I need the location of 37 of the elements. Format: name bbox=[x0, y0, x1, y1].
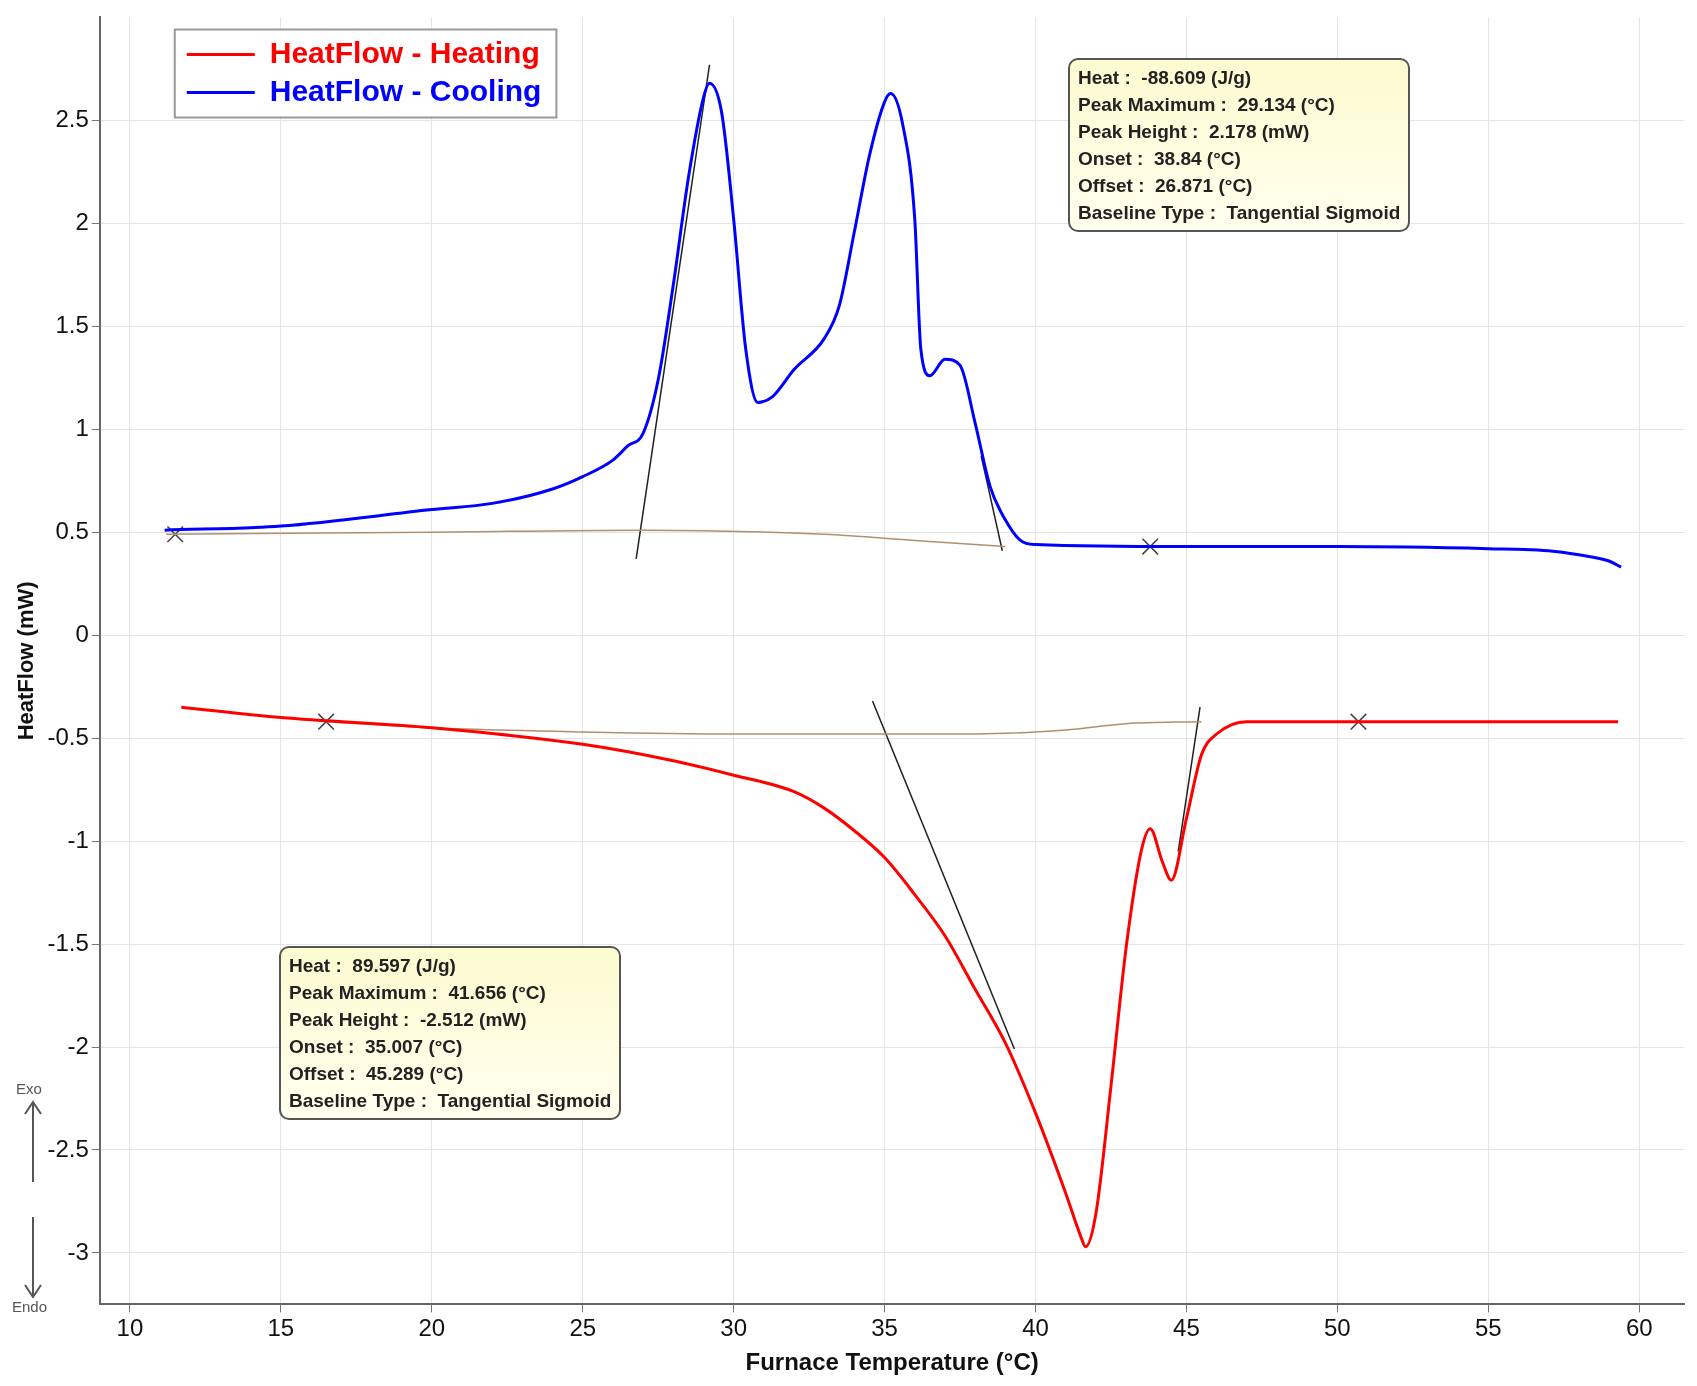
y-axis-title: HeatFlow (mW) bbox=[13, 581, 39, 741]
x-tick-label: 55 bbox=[1474, 1314, 1502, 1342]
x-tick-label: 20 bbox=[418, 1314, 446, 1342]
annotation: Heat : -88.609 (J/g) Peak Maximum : 29.134 (°C) Peak Height : 2.178 (mW) Onset : 38.84 (°C) Offset : 26.871 (°C) Baseline Type : Tangential Sigmoid bbox=[1068, 58, 1411, 232]
point bbox=[1141, 538, 1159, 556]
legend-label: HeatFlow - Heating bbox=[269, 35, 540, 69]
y-tick-label: 2.5 bbox=[55, 104, 89, 132]
text: Endo bbox=[12, 1298, 48, 1315]
point bbox=[166, 525, 184, 543]
x-axis-title: Furnace Temperature (°C) bbox=[745, 1348, 1039, 1376]
y-tick-label: 1 bbox=[75, 413, 89, 441]
point bbox=[1349, 713, 1368, 731]
y-tick-label: 1.5 bbox=[55, 310, 89, 338]
x-tick-label: 60 bbox=[1625, 1314, 1653, 1342]
y-tick-label: -3 bbox=[67, 1237, 89, 1265]
x-tick-label: 15 bbox=[267, 1314, 295, 1342]
y-tick-label: -2.5 bbox=[47, 1134, 89, 1162]
x-tick-label: 30 bbox=[720, 1314, 747, 1342]
annotation: Heat : 89.597 (J/g) Peak Maximum : 41.656 (°C) Peak Height : -2.512 (mW) Onset : 35.007 (°C) Offset : 45.289 (°C) Baseline Type : Tangential Sigmoid bbox=[279, 946, 622, 1120]
y-tick-label: 0 bbox=[75, 619, 89, 647]
y-tick-label: -2 bbox=[67, 1031, 89, 1059]
y-tick-label: 0.5 bbox=[55, 516, 89, 544]
y-tick-label: -0.5 bbox=[47, 722, 89, 750]
x-tick-label: 25 bbox=[569, 1314, 597, 1342]
y-tick-label: -1 bbox=[67, 825, 89, 853]
line-series bbox=[165, 529, 1007, 548]
x-tick-label: 50 bbox=[1324, 1314, 1351, 1342]
x-tick-label: 35 bbox=[871, 1314, 898, 1342]
x-tick-label: 10 bbox=[116, 1314, 144, 1342]
point bbox=[317, 713, 335, 731]
x-tick-label: 45 bbox=[1173, 1314, 1200, 1342]
line-series bbox=[179, 705, 1620, 1249]
text: Exo bbox=[16, 1080, 42, 1097]
y-tick-label: 2 bbox=[75, 207, 89, 235]
x-tick-label: 40 bbox=[1022, 1314, 1049, 1342]
y-tick-label: -1.5 bbox=[47, 928, 89, 956]
legend-label: HeatFlow - Cooling bbox=[269, 73, 542, 107]
